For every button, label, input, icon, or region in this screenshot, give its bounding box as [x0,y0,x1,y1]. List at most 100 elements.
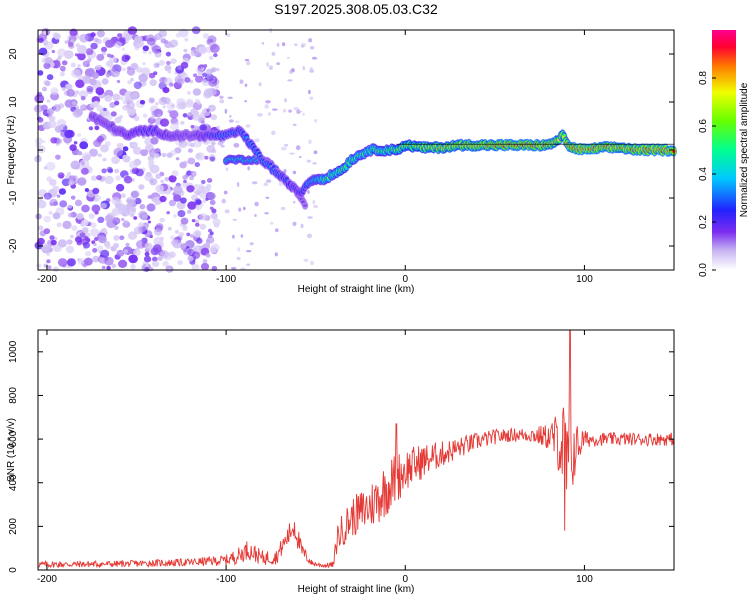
spectrogram-cell [58,239,67,248]
spectrogram-cell [39,198,43,202]
spectrogram-cell [117,33,123,38]
spectrogram-cell [81,152,92,161]
spectrogram-cell [309,46,315,50]
spectrogram-cell [41,86,48,92]
spectrogram-cell [97,216,105,223]
spectrogram-cell [82,241,91,249]
spectrogram-cell [224,108,228,114]
spectrogram-cell [155,173,162,179]
spectrogram-cell [133,216,138,220]
spectrogram-cell [100,249,110,258]
spectrogram-cell [43,192,52,200]
spectrogram-cell [309,69,314,73]
spectrogram-cell [113,147,123,157]
spectrogram-cell [59,126,64,131]
spectrogram-cell [123,175,133,184]
spectrogram-cell [310,67,313,71]
spectrogram-cell [122,100,127,104]
spectrogram-cell [299,156,302,158]
spectrogram-cell [111,196,120,205]
spectrogram-cell [126,206,136,216]
spectrogram-cell [96,30,105,38]
spectrogram-cell [146,37,156,46]
spectrogram-cell [188,148,193,153]
spectrogram-cell [106,265,111,271]
spectrogram-cell [235,120,240,123]
spectrogram-cell [246,250,252,253]
spectrogram-cell [249,242,254,246]
spectrogram-cell [195,204,202,211]
spectrogram-cell [308,139,312,145]
spectrogram-cell [183,248,188,253]
spectrogram-cell [168,199,176,207]
spectrogram-cell [232,218,237,221]
spectrogram-cell [71,225,78,232]
spectrogram-cell [104,214,114,223]
spectrogram-cell [162,97,171,105]
spectrogram-cell [126,67,136,76]
spectrogram-cell [72,108,83,118]
spectrogram-cell [206,187,211,192]
spectrogram-cell [174,229,180,234]
spectrogram-cell [101,168,107,174]
spectrogram-cell [168,251,176,258]
spectrogram-cell [130,78,134,82]
spectrogram-cell [247,166,251,171]
spectrogram-cell [246,60,251,66]
spectrogram-cell [170,239,179,247]
spectrogram-cell [183,224,187,228]
spectrogram-cell [206,108,210,112]
spectrogram-cell [71,101,77,106]
spectrogram-cell [292,170,297,175]
spectrogram-cell [79,232,86,238]
spectrogram-x-tick-label: 100 [576,274,593,285]
spectrogram-cell [148,51,152,55]
spectrogram-cell [139,204,146,210]
spectrogram-x-label: Height of straight line (km) [298,284,415,295]
spectrogram-cell [36,156,41,160]
spectrogram-cell [206,144,216,153]
spectrogram-cell [93,86,97,91]
spectrogram-cell [79,104,85,110]
spectrogram-cell [199,223,207,230]
spectrogram-cell [278,181,283,187]
spectrogram-cell [105,72,111,78]
spectrogram-cell [128,160,138,169]
spectrogram-cell [149,178,158,186]
spectrogram-cell [178,140,187,148]
spectrogram-cell [284,98,287,103]
spectrogram-cell [47,120,57,129]
snr-y-tick-label: 1000 [8,340,19,363]
spectrogram-cell [186,91,191,95]
spectrogram-cell [210,212,218,220]
spectrogram-cell [202,259,208,264]
spectrogram-cell [112,209,119,215]
spectrogram-cell [151,260,160,268]
spectrogram-cell [194,231,201,237]
spectrogram-cell [310,260,314,266]
spectrogram-cell [84,188,90,192]
spectrogram-cell [37,117,44,123]
spectrogram-cell [311,56,318,60]
spectrogram-cell [157,114,162,118]
spectrogram-cell [180,217,189,225]
spectrogram-cell [130,190,139,198]
spectrogram-cell [64,99,74,108]
spectrogram-cell [264,212,269,215]
spectrogram-cell [184,77,191,83]
spectrogram-cell [136,66,143,73]
spectrogram-cell [118,259,128,268]
spectrogram-cell [134,35,143,44]
spectrogram-cell [166,211,170,215]
spectrogram-cell [57,258,68,267]
spectrogram-cell [122,146,129,152]
spectrogram-cell [206,183,212,189]
spectrogram-cell [53,33,61,40]
spectrogram-cell [306,159,312,163]
spectrogram-cell [103,107,107,112]
spectrogram-cell [76,213,84,220]
spectrogram-cell [127,231,138,240]
spectrogram-cell [175,32,181,38]
spectrogram-cell [89,148,98,157]
spectrogram-cell [89,228,100,237]
